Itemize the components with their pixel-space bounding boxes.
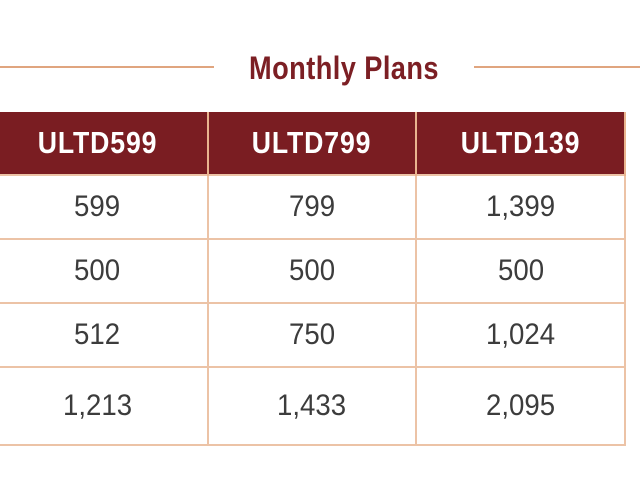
table-row: 500 500 500 [0, 238, 626, 304]
table-cell: 1,024 [415, 302, 626, 368]
cell-value: 1,213 [62, 389, 132, 422]
column-header-label: ULTD139 [460, 125, 581, 160]
cell-value: 799 [288, 190, 335, 223]
table-row: 599 799 1,399 [0, 174, 626, 240]
cell-value: 500 [74, 254, 121, 287]
plans-table: ULTD599 ULTD799 ULTD139 599 799 1,399 50… [0, 112, 626, 446]
table-cell: 799 [206, 174, 418, 240]
table-cell: 512 [0, 302, 209, 368]
cell-value: 500 [288, 254, 335, 287]
column-header-label: ULTD599 [37, 125, 158, 160]
table-cell: 1,433 [206, 366, 418, 446]
table-row: 1,213 1,433 2,095 [0, 366, 626, 446]
section-title: Monthly Plans [249, 50, 439, 86]
table-cell: 500 [206, 238, 418, 304]
cell-value: 500 [497, 254, 544, 287]
cell-value: 1,024 [486, 318, 556, 351]
column-header-plan-2: ULTD799 [206, 112, 418, 175]
cell-value: 2,095 [486, 389, 556, 422]
cell-value: 512 [74, 318, 121, 351]
table-row: 512 750 1,024 [0, 302, 626, 368]
cell-value: 1,399 [486, 190, 556, 223]
column-header-label: ULTD799 [252, 125, 372, 160]
table-cell: 599 [0, 174, 209, 240]
table-cell: 750 [206, 302, 418, 368]
cell-value: 599 [74, 190, 121, 223]
section-title-row: Monthly Plans [0, 38, 640, 98]
title-rule-left [0, 66, 214, 68]
table-cell: 1,399 [415, 174, 626, 240]
cell-value: 750 [288, 318, 335, 351]
cell-value: 1,433 [277, 389, 347, 422]
table-cell: 500 [415, 238, 626, 304]
column-header-plan-3: ULTD139 [415, 112, 626, 175]
column-header-plan-1: ULTD599 [0, 112, 209, 175]
table-header-row: ULTD599 ULTD799 ULTD139 [0, 112, 626, 175]
table-cell: 1,213 [0, 366, 209, 446]
title-rule-right [474, 66, 640, 68]
table-cell: 2,095 [415, 366, 626, 446]
table-cell: 500 [0, 238, 209, 304]
